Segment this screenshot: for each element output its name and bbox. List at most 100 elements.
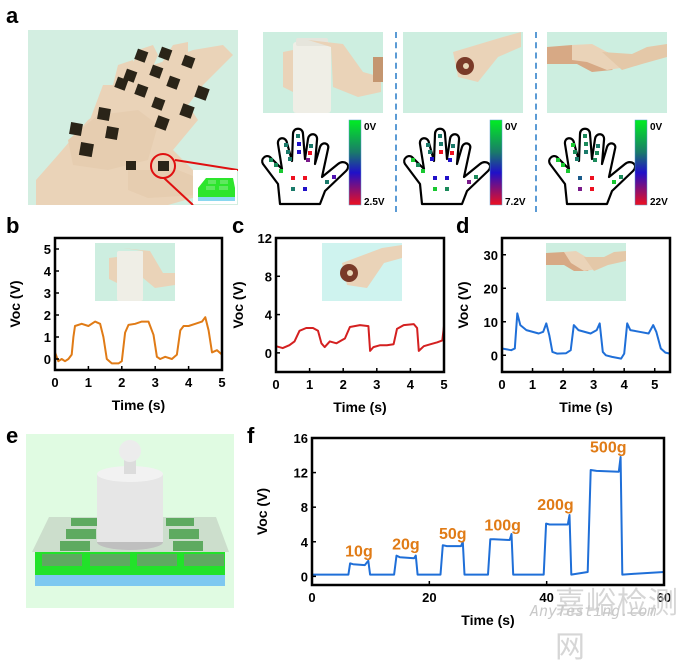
chart-f-annotation: 50g [439, 526, 467, 543]
chart-f-ytick-label: 16 [294, 431, 308, 446]
chart-b-ytick-label: 5 [44, 242, 51, 257]
watermark-cn: 嘉峪检测网 [555, 587, 679, 664]
chart-f-ytick-label: 12 [294, 466, 308, 481]
substrate-layer [35, 574, 225, 586]
hand-pressure-maps: 0V 2.5V 0V 7.2V 0V 22V [261, 119, 668, 208]
colorbar-3-bottom: 22V [650, 197, 668, 208]
chart-b-ytick-label: 4 [44, 264, 52, 279]
chart-d-ytick-label: 0 [491, 348, 498, 363]
colorbar-2-bottom: 7.2V [505, 197, 526, 208]
hand-map-bottle [261, 127, 350, 206]
chart-f-ylabel: Voc (V) [254, 488, 270, 535]
watermark-en: AnyTesting.com [530, 602, 657, 620]
chart-c-xtick-label: 2 [340, 377, 347, 392]
chart-f-xtick-label: 40 [539, 590, 553, 605]
panel-label-d: d [456, 213, 470, 238]
sensor-model-inset [193, 170, 237, 204]
chart-f-xtick-label: 20 [422, 590, 436, 605]
panel-label-f: f [247, 423, 255, 448]
chart-d-xtick-label: 3 [590, 377, 597, 392]
chart-f-axes-frame [310, 436, 666, 587]
separator-2 [535, 32, 537, 212]
colorbar-1 [348, 119, 362, 206]
panel-label-c: c [232, 213, 245, 238]
chart-c-ytick-label: 12 [258, 231, 272, 246]
chart-f-ytick-label: 8 [301, 500, 308, 515]
chart-f-ytick-label: 4 [301, 535, 309, 550]
chart-b-xtick-label: 2 [118, 375, 125, 390]
chart-f-ytick-label: 0 [301, 569, 308, 584]
chart-d-series-line [501, 312, 671, 360]
handshake-image [547, 44, 667, 72]
panel-label-e: e [6, 423, 19, 448]
panel-label-a: a [6, 3, 19, 28]
chart-d-ytick-label: 20 [484, 281, 498, 296]
chart-c-ytick-label: 4 [265, 308, 273, 323]
hand-map-handshake [548, 127, 637, 206]
chart-d-ytick-label: 10 [484, 315, 498, 330]
chart-b-xtick-label: 1 [85, 375, 92, 390]
colorbar-1-bottom: 2.5V [364, 197, 385, 208]
chart-b-series-line [54, 316, 223, 365]
chart-c-xtick-label: 5 [440, 377, 447, 392]
weight-on-sensor-array-render [26, 434, 234, 608]
glove-sensor-photo [28, 30, 238, 205]
chart-b-ylabel: Voc (V) [7, 280, 23, 327]
chart-b-ytick-label: 2 [44, 308, 51, 323]
callout-circle [150, 153, 176, 179]
panel-label-b: b [6, 213, 20, 238]
chart-b-xtick-label: 0 [51, 375, 58, 390]
chart-b-ytick-label: 0 [44, 352, 51, 367]
chart-f-series-line [312, 456, 665, 576]
chart-d-xtick-label: 1 [529, 377, 536, 392]
sensor-pads [69, 46, 210, 171]
sensor-array-illustration [32, 440, 229, 586]
chart-c-ytick-label: 0 [265, 346, 272, 361]
colorbar-3 [634, 119, 648, 206]
glove-illustration [36, 42, 238, 205]
chart-f-annotation: 500g [590, 440, 626, 457]
scenario-photo-handshake [547, 32, 667, 113]
hand-map-ball [403, 127, 492, 206]
chart-d-inset-photo [546, 243, 626, 301]
chart-c-xtick-label: 3 [373, 377, 380, 392]
colorbar-2-top: 0V [505, 122, 518, 133]
chart-d-xtick-label: 4 [621, 377, 629, 392]
chart-c-inset-photo [322, 243, 402, 301]
chart-b-xtick-label: 5 [218, 375, 225, 390]
chart-b: 0 1 2 3 4 5 0 1 2 3 4 5 Time (s) Voc (V) [7, 236, 226, 413]
colorbar-3-top: 0V [650, 122, 663, 133]
chart-f-annotation: 200g [537, 497, 573, 514]
scenario-photo-ball [403, 32, 523, 113]
chart-c-xtick-label: 1 [306, 377, 313, 392]
chart-b-inset-photo [95, 243, 175, 301]
chart-c-xtick-label: 4 [407, 377, 415, 392]
chart-d-ytick-label: 30 [484, 248, 498, 263]
chart-f-annotation: 100g [484, 518, 520, 535]
chart-f-annotation: 10g [345, 543, 373, 560]
ball-grip-image [453, 32, 521, 82]
chart-d-ylabel: Voc (V) [455, 281, 471, 328]
chart-b-xlabel: Time (s) [112, 397, 165, 413]
chart-b-xtick-label: 4 [185, 375, 193, 390]
separator-1 [395, 32, 397, 212]
chart-c-series-line [275, 323, 445, 352]
chart-c-xtick-label: 0 [272, 377, 279, 392]
chart-b-xtick-label: 3 [152, 375, 159, 390]
calibration-weight [97, 440, 163, 550]
sensor-pads-grid [42, 518, 224, 566]
chart-f-xtick-label: 0 [308, 590, 315, 605]
chart-d-xlabel: Time (s) [559, 399, 612, 415]
chart-f-xtick-label: 60 [657, 590, 671, 605]
chart-d-axes-frame [500, 236, 672, 374]
bottle-grip-image [283, 38, 383, 113]
chart-c-axes-frame [274, 236, 446, 374]
chart-c-ylabel: Voc (V) [230, 281, 246, 328]
chart-d-xtick-label: 5 [651, 377, 658, 392]
chart-c-ytick-label: 8 [265, 269, 272, 284]
colorbar-1-top: 0V [364, 122, 377, 133]
chart-d-xtick-label: 0 [498, 377, 505, 392]
chart-b-ytick-label: 3 [44, 286, 51, 301]
chart-b-axes-frame [53, 236, 224, 372]
